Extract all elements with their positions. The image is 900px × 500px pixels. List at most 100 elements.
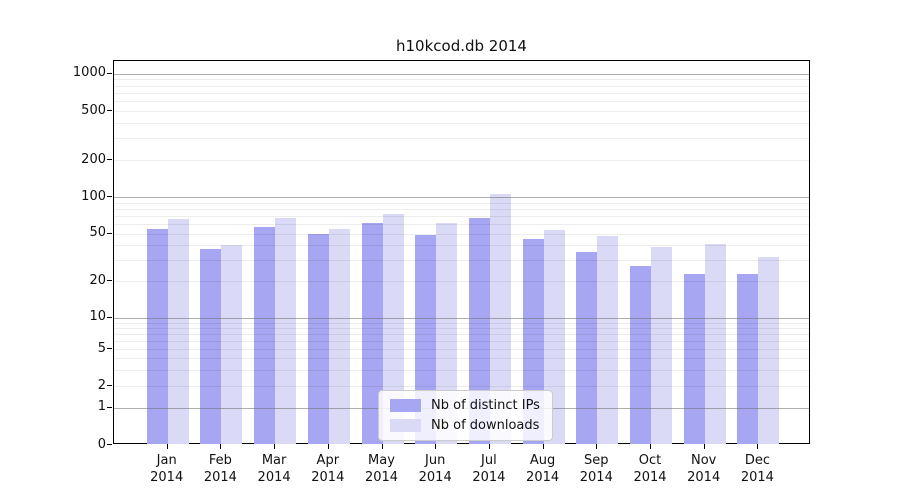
x-tick-label-jul: Jul 2014	[472, 453, 506, 485]
x-tick-mark-mar	[274, 444, 276, 449]
gridline-4	[114, 358, 809, 360]
x-tick-mark-aug	[542, 444, 544, 449]
legend-label-downloads: Nb of downloads	[431, 418, 540, 433]
y-tick-label-20: 20	[89, 272, 106, 288]
y-tick-label-5: 5	[97, 340, 106, 356]
gridline-80	[114, 208, 809, 210]
legend-swatch-downloads	[390, 419, 421, 432]
y-tick-label-1: 1	[97, 399, 106, 415]
y-tick-mark-1	[107, 406, 112, 408]
x-tick-mark-feb	[220, 444, 222, 449]
x-tick-label-jan: Jan 2014	[150, 453, 184, 485]
gridline-3	[114, 369, 809, 371]
y-tick-label-0: 0	[97, 436, 106, 452]
gridline-700	[114, 92, 809, 94]
x-tick-label-aug: Aug 2014	[526, 453, 560, 485]
bar-distinct-ips-sep	[576, 252, 598, 444]
y-tick-mark-1000	[107, 72, 112, 74]
gridline-90	[114, 202, 809, 204]
legend-item-distinct-ips: Nb of distinct IPs	[390, 398, 540, 413]
x-tick-label-oct: Oct 2014	[633, 453, 667, 485]
bar-downloads-jun	[436, 223, 458, 444]
y-tick-mark-200	[107, 159, 112, 160]
y-tick-mark-50	[107, 232, 112, 234]
y-tick-mark-0	[107, 444, 112, 445]
bar-downloads-may	[382, 213, 404, 444]
x-tick-label-apr: Apr 2014	[311, 453, 345, 485]
gridline-50	[114, 233, 809, 235]
x-tick-mark-nov	[703, 444, 705, 449]
y-tick-label-10: 10	[89, 309, 106, 325]
gridline-60	[114, 224, 809, 226]
bar-distinct-ips-jan	[146, 228, 168, 444]
bar-distinct-ips-mar	[254, 226, 276, 444]
y-tick-label-2: 2	[97, 377, 106, 393]
x-tick-label-dec: Dec 2014	[740, 453, 774, 485]
bar-downloads-sep	[597, 235, 619, 444]
gridline-800	[114, 85, 809, 87]
bar-downloads-feb	[221, 245, 243, 444]
gridline-600	[114, 101, 809, 103]
gridline-500	[114, 111, 809, 112]
y-tick-mark-100	[107, 196, 112, 197]
gridline-200	[114, 160, 809, 161]
y-tick-label-100: 100	[81, 188, 106, 204]
gridline-9	[114, 322, 809, 324]
bar-distinct-ips-oct	[630, 265, 651, 444]
x-tick-label-may: May 2014	[364, 453, 399, 485]
gridline-100	[114, 197, 809, 198]
bar-downloads-jul	[489, 194, 511, 444]
gridline-30	[114, 260, 809, 262]
gridline-40	[114, 245, 809, 247]
legend: Nb of distinct IPs Nb of downloads	[378, 390, 553, 441]
gridline-900	[114, 79, 809, 81]
gridline-400	[114, 122, 809, 124]
y-tick-label-500: 500	[81, 102, 106, 118]
x-tick-mark-jun	[435, 444, 437, 449]
y-tick-label-200: 200	[81, 151, 106, 167]
y-tick-mark-20	[107, 280, 112, 281]
gridline-2	[114, 386, 809, 387]
gridline-10	[114, 317, 809, 319]
gridline-20	[114, 281, 809, 282]
x-tick-mark-jan	[166, 444, 168, 449]
bar-downloads-nov	[704, 243, 726, 444]
bar-distinct-ips-nov	[683, 273, 705, 444]
x-tick-mark-dec	[757, 444, 759, 449]
bar-distinct-ips-feb	[200, 249, 222, 444]
y-tick-mark-2	[107, 385, 112, 386]
gridline-5	[114, 349, 809, 351]
x-tick-mark-jul	[488, 444, 490, 449]
bar-downloads-mar	[275, 218, 297, 444]
bar-downloads-jan	[167, 219, 189, 444]
x-tick-label-mar: Mar 2014	[257, 453, 291, 485]
legend-swatch-distinct-ips	[390, 399, 421, 412]
x-tick-label-sep: Sep 2014	[579, 453, 613, 485]
bar-distinct-ips-apr	[307, 233, 329, 444]
chart-title: h10kcod.db 2014	[396, 37, 527, 55]
gridline-8	[114, 327, 809, 329]
bar-distinct-ips-dec	[737, 273, 759, 444]
bar-downloads-oct	[651, 246, 672, 444]
x-tick-mark-apr	[327, 444, 329, 449]
y-tick-label-50: 50	[89, 225, 106, 241]
gridline-300	[114, 138, 809, 140]
y-tick-mark-500	[107, 110, 112, 111]
y-tick-label-1000: 1000	[72, 65, 106, 80]
bar-distinct-ips-may	[361, 223, 383, 444]
gridline-6	[114, 340, 809, 342]
x-tick-label-nov: Nov 2014	[687, 453, 721, 485]
legend-item-downloads: Nb of downloads	[390, 418, 540, 433]
bar-downloads-dec	[758, 256, 780, 444]
bar-distinct-ips-jul	[468, 218, 490, 444]
y-tick-mark-10	[107, 316, 112, 318]
gridline-1000	[114, 73, 809, 75]
x-tick-label-feb: Feb 2014	[203, 453, 237, 485]
gridline-70	[114, 215, 809, 217]
x-tick-mark-may	[381, 444, 383, 449]
legend-label-distinct-ips: Nb of distinct IPs	[431, 398, 540, 413]
bar-downloads-apr	[328, 228, 350, 444]
gridline-7	[114, 333, 809, 335]
x-tick-mark-sep	[596, 444, 598, 449]
